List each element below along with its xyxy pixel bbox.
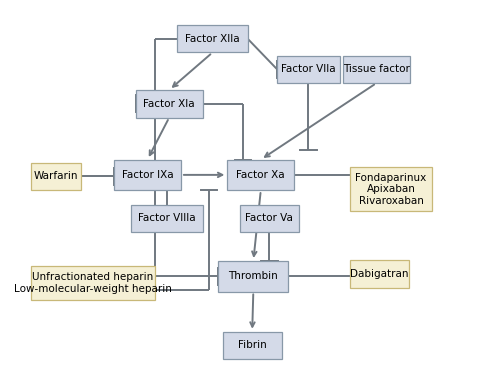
FancyBboxPatch shape bbox=[227, 159, 294, 190]
Text: Warfarin: Warfarin bbox=[34, 171, 78, 182]
Text: Factor VIIa: Factor VIIa bbox=[281, 64, 336, 74]
Text: Factor Xa: Factor Xa bbox=[237, 170, 285, 180]
Text: Factor VIIIa: Factor VIIIa bbox=[138, 213, 196, 223]
FancyBboxPatch shape bbox=[240, 205, 299, 232]
Text: Factor XIIa: Factor XIIa bbox=[185, 34, 240, 44]
Text: Factor XIa: Factor XIa bbox=[143, 99, 195, 109]
FancyBboxPatch shape bbox=[223, 332, 282, 359]
FancyBboxPatch shape bbox=[343, 55, 410, 83]
FancyBboxPatch shape bbox=[218, 261, 288, 291]
FancyBboxPatch shape bbox=[277, 55, 340, 83]
FancyBboxPatch shape bbox=[350, 260, 408, 288]
Text: Tissue factor: Tissue factor bbox=[343, 64, 410, 74]
FancyBboxPatch shape bbox=[131, 205, 203, 232]
FancyBboxPatch shape bbox=[350, 167, 432, 211]
Text: Unfractionated heparin
Low-molecular-weight heparin: Unfractionated heparin Low-molecular-wei… bbox=[14, 272, 172, 294]
Text: Fibrin: Fibrin bbox=[238, 340, 267, 350]
FancyBboxPatch shape bbox=[114, 159, 181, 190]
Text: Thrombin: Thrombin bbox=[228, 271, 278, 281]
FancyBboxPatch shape bbox=[31, 163, 81, 190]
FancyBboxPatch shape bbox=[177, 25, 248, 52]
Text: Factor Va: Factor Va bbox=[245, 213, 293, 223]
FancyBboxPatch shape bbox=[136, 90, 203, 118]
Text: Fondaparinux
Apixaban
Rivaroxaban: Fondaparinux Apixaban Rivaroxaban bbox=[355, 173, 426, 206]
FancyBboxPatch shape bbox=[31, 266, 155, 300]
Text: Factor IXa: Factor IXa bbox=[121, 170, 173, 180]
Text: Dabigatran: Dabigatran bbox=[350, 269, 408, 279]
